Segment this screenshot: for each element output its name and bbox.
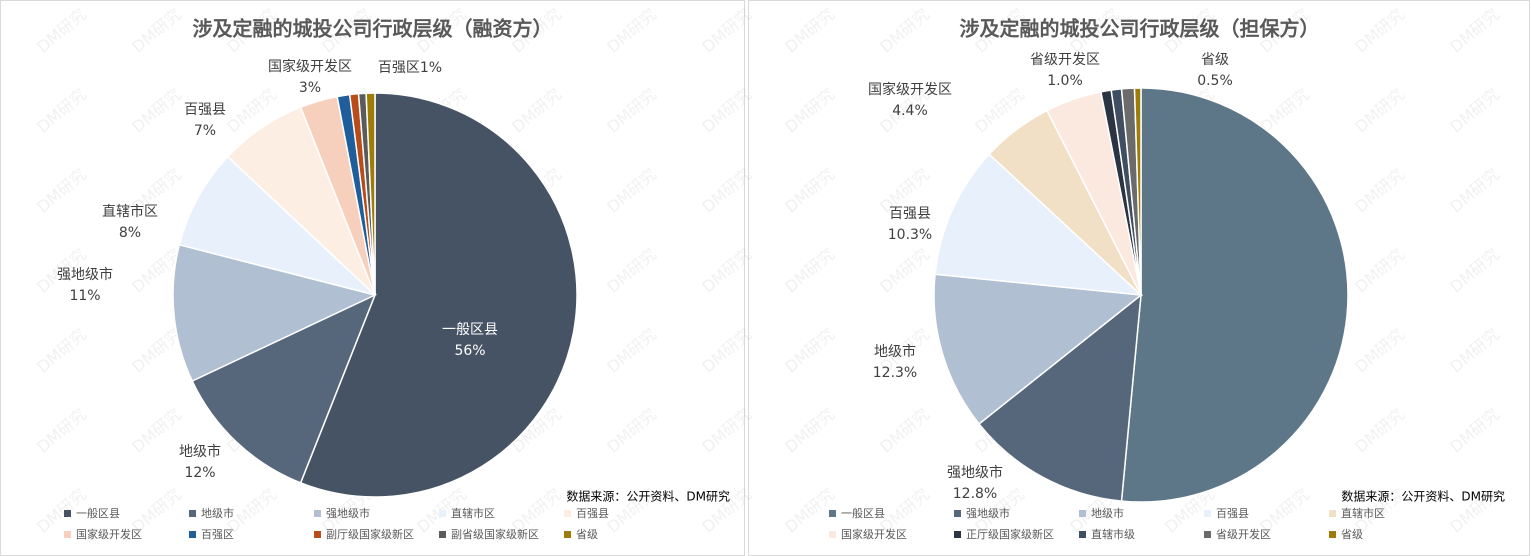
legend-marker <box>1204 510 1211 517</box>
legend-label: 国家级开发区 <box>841 527 907 541</box>
legend-marker <box>64 531 71 538</box>
legend-marker <box>314 531 321 538</box>
value-label: 10.3% <box>888 227 932 243</box>
legend-marker <box>954 531 961 538</box>
category-label: 百强县 <box>184 102 226 118</box>
category-label: 一般区县 <box>442 322 498 338</box>
legend-marker <box>189 531 196 538</box>
legend-label: 百强县 <box>576 507 609 520</box>
legend-label: 国家级开发区 <box>76 527 142 541</box>
data-label: 百强区1% <box>378 60 442 76</box>
value-label: 0.5% <box>1197 73 1233 89</box>
legend-marker <box>954 510 961 517</box>
legend-label: 百强县 <box>1216 507 1249 520</box>
legend-label: 地级市 <box>201 506 234 520</box>
legend-marker <box>1204 531 1211 538</box>
value-label: 3% <box>299 80 321 96</box>
legend-label: 地级市 <box>1091 506 1124 520</box>
pie-slice <box>1120 87 1349 503</box>
category-label: 国家级开发区 <box>868 81 952 98</box>
category-label: 直辖市区 <box>102 203 158 220</box>
legend-label: 省级 <box>576 528 598 541</box>
chart-title: 涉及定融的城投公司行政层级（担保方） <box>960 17 1320 41</box>
value-label: 7% <box>194 123 216 139</box>
pie-slice <box>365 92 376 296</box>
legend-label: 直辖市区 <box>451 506 495 520</box>
value-label: 8% <box>119 225 141 241</box>
category-label: 地级市 <box>179 443 221 460</box>
legend-label: 一般区县 <box>841 507 885 520</box>
value-label: 4.4% <box>892 103 928 119</box>
pie-slice <box>178 155 376 296</box>
legend-marker <box>314 510 321 517</box>
pie-slice <box>172 243 378 383</box>
pie-slice <box>977 293 1142 502</box>
chart-title: 涉及定融的城投公司行政层级（融资方） <box>193 17 553 41</box>
source-note: 数据来源：公开资料、DM研究 <box>566 489 730 504</box>
category-label: 省级开发区 <box>1030 52 1100 68</box>
legend-label: 正厅级国家级新区 <box>966 527 1054 541</box>
legend-marker <box>64 510 71 517</box>
value-label: 12.8% <box>953 486 997 502</box>
category-label: 国家级开发区 <box>268 58 352 75</box>
legend-label: 副省级国家级新区 <box>451 527 539 541</box>
legend-marker <box>1329 510 1336 517</box>
pie-slice <box>1133 87 1142 296</box>
legend-marker <box>829 510 836 517</box>
pie-slice <box>933 273 1143 425</box>
legend-marker <box>829 531 836 538</box>
value-label: 1.0% <box>1047 73 1083 89</box>
legend-label: 副厅级国家级新区 <box>326 527 414 541</box>
legend-label: 省级 <box>1341 528 1363 541</box>
legend-marker <box>564 510 571 517</box>
value-label: 12.3% <box>873 365 917 381</box>
category-label: 百强县 <box>889 206 931 222</box>
category-label: 强地级市 <box>57 266 113 283</box>
category-label: 省级 <box>1201 52 1229 68</box>
value-label: 56% <box>454 343 485 359</box>
legend-marker <box>1079 531 1086 538</box>
category-label: 地级市 <box>874 343 916 360</box>
source-note: 数据来源：公开资料、DM研究 <box>1341 489 1505 504</box>
legend-marker <box>439 510 446 517</box>
legend-label: 强地级市 <box>326 506 370 520</box>
legend-label: 直辖市区 <box>1341 506 1385 520</box>
legend-marker <box>1329 531 1336 538</box>
value-label: 11% <box>69 288 100 304</box>
legend-label: 百强区 <box>201 528 234 541</box>
pie-slice <box>191 293 377 484</box>
value-label: 1% <box>420 60 442 76</box>
legend-marker <box>189 510 196 517</box>
legend-label: 强地级市 <box>966 506 1010 520</box>
legend-label: 直辖市级 <box>1091 527 1135 541</box>
legend-marker <box>564 531 571 538</box>
legend-label: 一般区县 <box>76 507 120 520</box>
category-label: 强地级市 <box>947 464 1003 481</box>
legend-marker <box>439 531 446 538</box>
legend-label: 省级开发区 <box>1216 527 1271 541</box>
legend-marker <box>1079 510 1086 517</box>
category-label: 百强区 <box>378 60 420 76</box>
value-label: 12% <box>184 465 215 481</box>
pie-slice <box>299 92 578 498</box>
pie-slice <box>934 153 1144 296</box>
